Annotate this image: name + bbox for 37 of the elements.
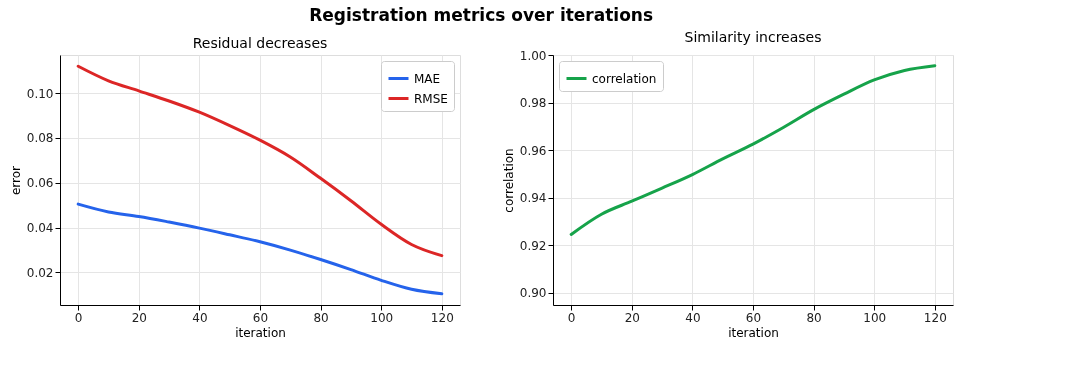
x-tick-label: 0 (567, 310, 576, 325)
y-tick-label: 0.90 (519, 286, 547, 301)
x-tick-label: 60 (745, 310, 762, 325)
y-tick-label: 0.96 (519, 143, 547, 158)
legend-label: correlation (592, 71, 657, 86)
line-series (569, 64, 937, 236)
x-tick-label: 40 (685, 310, 701, 325)
x-tick-label: 60 (252, 310, 269, 325)
chart-subtitle: Residual decreases (192, 35, 328, 51)
x-axis-title: iteration (235, 325, 286, 340)
legend-label: MAE (414, 71, 441, 86)
y-tick-label: 1.00 (519, 48, 547, 63)
y-tick-label: 0.08 (26, 131, 54, 146)
legend-label: RMSE (414, 91, 448, 106)
x-tick-label: 0 (74, 310, 83, 325)
y-tick-label: 0.98 (519, 96, 547, 111)
x-axis-title: iteration (728, 325, 779, 340)
x-tick-label: 120 (430, 310, 454, 325)
chart-title: Registration metrics over iterations (309, 4, 654, 25)
x-tick-label: 100 (370, 310, 394, 325)
y-tick-label: 0.10 (26, 86, 54, 101)
x-tick-label: 20 (131, 310, 147, 325)
y-axis-title: error (8, 165, 23, 196)
y-tick-label: 0.06 (26, 176, 54, 191)
y-tick-label: 0.02 (26, 265, 54, 280)
y-tick-label: 0.92 (519, 238, 547, 253)
x-tick-label: 100 (863, 310, 887, 325)
y-tick-label: 0.94 (519, 191, 547, 206)
chart-subtitle: Similarity increases (684, 29, 822, 45)
x-tick-label: 80 (806, 310, 822, 325)
x-tick-label: 120 (923, 310, 947, 325)
y-axis-title: correlation (501, 148, 516, 213)
x-tick-label: 80 (313, 310, 329, 325)
x-tick-label: 40 (192, 310, 208, 325)
line-series (76, 202, 444, 296)
y-tick-label: 0.04 (26, 221, 54, 236)
x-tick-label: 20 (624, 310, 640, 325)
